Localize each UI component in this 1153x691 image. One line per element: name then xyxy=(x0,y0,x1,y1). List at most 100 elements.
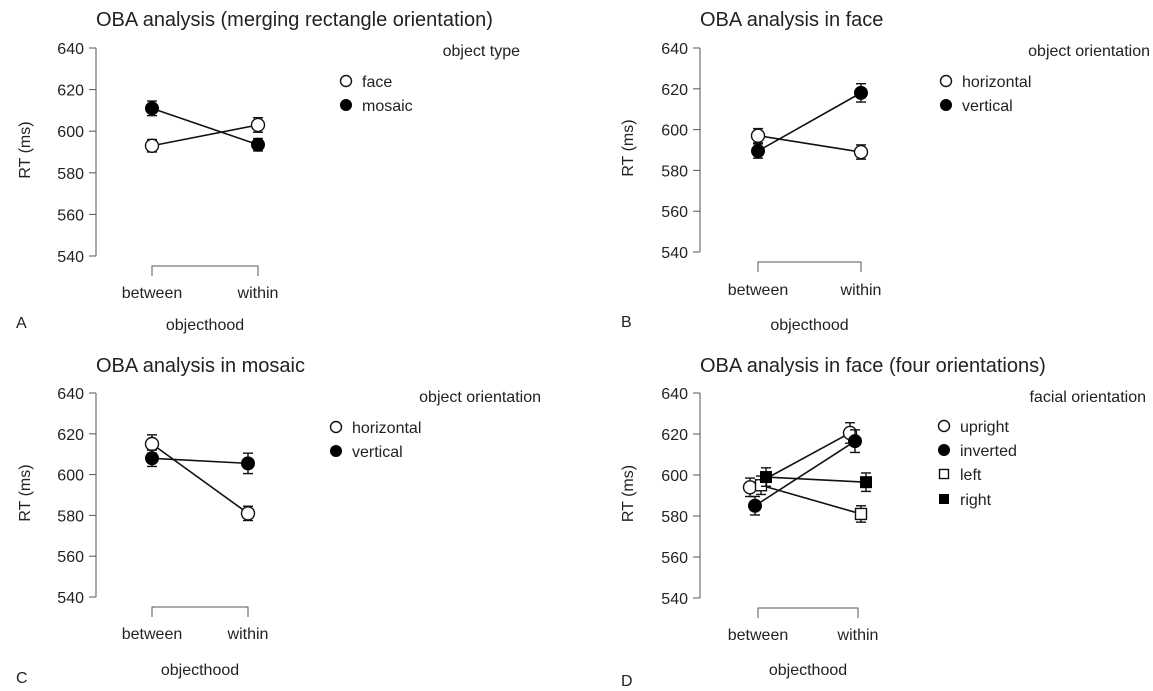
x-tick-label: within xyxy=(840,282,882,299)
data-point xyxy=(854,85,868,100)
chart-title: OBA analysis in face xyxy=(700,9,883,31)
legend-label: horizontal xyxy=(962,74,1031,91)
data-point xyxy=(251,137,265,152)
x-tick-label: between xyxy=(122,626,183,643)
panel-b: OBA analysis in face 540 560 580 600 620 640 RT… xyxy=(620,9,1150,334)
series-line xyxy=(760,484,862,515)
y-tick-label: 620 xyxy=(57,83,84,100)
y-tick-label: 580 xyxy=(661,509,688,526)
x-axis-line xyxy=(151,606,249,617)
x-axis-label: objecthood xyxy=(769,662,847,679)
y-tick-label: 640 xyxy=(57,386,84,403)
y-tick-label: 580 xyxy=(57,166,84,183)
x-axis-line xyxy=(151,265,259,276)
y-tick-label: 540 xyxy=(661,591,688,608)
series-line xyxy=(151,457,249,465)
series-line xyxy=(757,92,862,152)
data-point xyxy=(854,507,868,521)
x-tick-label: within xyxy=(237,285,279,302)
series-line xyxy=(765,476,867,483)
legend-marker xyxy=(330,445,342,457)
legend-label: inverted xyxy=(960,443,1017,460)
y-tick-label: 620 xyxy=(57,427,84,444)
y-tick-label: 600 xyxy=(57,124,84,141)
legend-marker xyxy=(339,74,353,88)
y-tick-label: 620 xyxy=(661,82,688,99)
data-point xyxy=(240,506,256,521)
legend-label: horizontal xyxy=(352,420,421,437)
y-tick-label: 560 xyxy=(661,550,688,567)
legend-marker xyxy=(939,74,953,88)
y-tick-label: 560 xyxy=(661,204,688,221)
x-tick-label: within xyxy=(227,626,269,643)
y-axis-label: RT (ms) xyxy=(17,121,34,178)
chart-title: OBA analysis in mosaic xyxy=(96,355,305,377)
legend-title: object type xyxy=(443,43,520,60)
chart-title: OBA analysis (merging rectangle orientat… xyxy=(96,9,493,31)
y-tick-label: 560 xyxy=(57,207,84,224)
y-tick-label: 620 xyxy=(661,427,688,444)
y-tick-label: 600 xyxy=(57,468,84,485)
panel-letter: A xyxy=(16,315,27,332)
panel-a: OBA analysis (merging rectangle orientat… xyxy=(16,9,520,334)
y-tick-label: 640 xyxy=(57,41,84,58)
y-axis-label: RT (ms) xyxy=(620,465,637,522)
chart-title: OBA analysis in face (four orientations) xyxy=(700,355,1046,377)
x-axis-label: objecthood xyxy=(166,317,244,334)
data-point xyxy=(144,436,160,452)
legend-label: mosaic xyxy=(362,98,413,115)
panel-letter: C xyxy=(16,670,28,687)
data-point xyxy=(145,451,159,466)
y-tick-label: 600 xyxy=(661,123,688,140)
data-point xyxy=(860,476,872,489)
y-tick-label: 560 xyxy=(57,549,84,566)
x-axis-line xyxy=(757,261,862,272)
series-line xyxy=(151,124,259,147)
data-point xyxy=(748,498,762,513)
x-tick-label: between xyxy=(728,627,789,644)
legend-title: object orientation xyxy=(419,389,541,406)
series-line xyxy=(151,107,259,146)
legend-marker xyxy=(340,99,352,111)
series-line xyxy=(151,443,249,515)
panel-c: OBA analysis in mosaic 540 560 580 600 620 640… xyxy=(16,355,541,687)
legend-marker xyxy=(938,444,950,456)
legend-marker xyxy=(937,419,951,433)
legend-label: vertical xyxy=(962,98,1013,115)
data-point xyxy=(250,117,266,133)
y-tick-label: 540 xyxy=(661,245,688,262)
legend-marker xyxy=(940,99,952,111)
x-tick-label: between xyxy=(122,285,183,302)
x-tick-label: within xyxy=(837,627,879,644)
data-point xyxy=(145,101,159,116)
data-point xyxy=(742,480,758,495)
y-tick-label: 580 xyxy=(57,508,84,525)
legend-label: upright xyxy=(960,419,1009,436)
y-tick-label: 540 xyxy=(57,590,84,607)
legend-marker xyxy=(938,468,950,480)
data-point xyxy=(144,138,160,153)
data-point xyxy=(848,434,862,449)
legend-label: right xyxy=(960,492,992,509)
legend-marker xyxy=(329,420,343,434)
data-point xyxy=(853,144,869,160)
legend-label: face xyxy=(362,74,392,91)
legend-title: object orientation xyxy=(1028,43,1150,60)
legend-label: vertical xyxy=(352,444,403,461)
y-axis-label: RT (ms) xyxy=(17,464,34,521)
x-tick-label: between xyxy=(728,282,789,299)
y-tick-label: 640 xyxy=(661,41,688,58)
legend-label: left xyxy=(960,467,982,484)
y-tick-label: 580 xyxy=(661,163,688,180)
y-tick-label: 640 xyxy=(661,386,688,403)
legend-marker xyxy=(939,494,949,504)
x-axis-label: objecthood xyxy=(770,317,848,334)
x-axis-line xyxy=(757,607,859,618)
data-point xyxy=(760,471,772,484)
panel-letter: B xyxy=(621,314,632,331)
series-line xyxy=(757,134,862,153)
y-axis-label: RT (ms) xyxy=(620,119,637,176)
legend-title: facial orientation xyxy=(1029,389,1146,406)
y-tick-label: 540 xyxy=(57,249,84,266)
